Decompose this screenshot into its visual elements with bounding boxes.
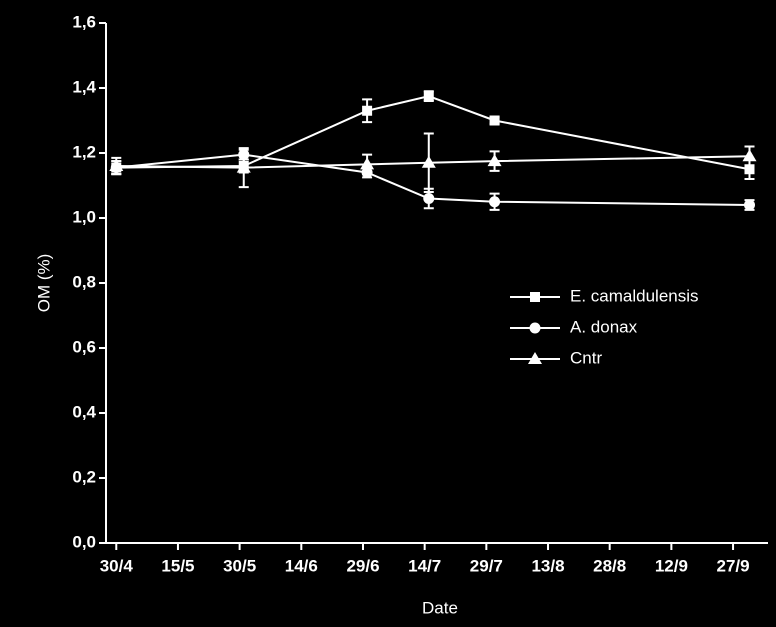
x-axis-title: Date	[422, 598, 458, 617]
data-point	[742, 149, 757, 162]
legend-marker	[528, 352, 542, 364]
data-point	[743, 199, 755, 211]
y-tick-label: 1,0	[72, 207, 96, 226]
y-tick-label: 1,4	[72, 77, 96, 96]
legend-marker	[529, 322, 541, 334]
y-tick-label: 1,6	[72, 12, 96, 31]
data-point	[423, 193, 435, 204]
x-tick-label: 30/4	[100, 556, 134, 575]
x-tick-label: 28/8	[593, 556, 626, 575]
x-tick-label: 29/7	[470, 556, 503, 575]
legend-marker	[530, 292, 540, 302]
data-point	[236, 160, 251, 173]
y-tick-label: 0,0	[72, 532, 96, 551]
x-tick-label: 14/6	[285, 556, 318, 575]
series-line	[116, 95, 750, 171]
y-tick-label: 1,2	[72, 142, 96, 161]
x-tick-label: 27/9	[717, 556, 750, 575]
data-point	[487, 154, 502, 167]
x-tick-label: 15/5	[161, 556, 194, 575]
y-tick-label: 0,2	[72, 467, 96, 486]
series-line	[116, 155, 750, 169]
series-line	[116, 153, 750, 206]
data-point	[489, 115, 500, 126]
x-tick-label: 13/8	[531, 556, 564, 575]
data-point	[421, 155, 436, 168]
x-tick-label: 30/5	[223, 556, 256, 575]
data-point	[360, 157, 375, 170]
data-point	[744, 164, 755, 175]
y-tick-label: 0,8	[72, 272, 96, 291]
data-point	[489, 196, 501, 208]
data-point	[423, 91, 434, 102]
x-tick-label: 14/7	[408, 556, 441, 575]
y-tick-label: 0,4	[72, 402, 96, 421]
data-point	[362, 105, 373, 116]
y-tick-label: 0,6	[72, 337, 96, 356]
legend-label: Cntr	[570, 348, 602, 367]
data-point	[109, 159, 124, 171]
x-tick-label: 12/9	[655, 556, 688, 575]
y-axis-title: OM (%)	[34, 254, 53, 313]
x-tick-label: 29/6	[346, 556, 379, 575]
legend-label: E. camaldulensis	[570, 286, 699, 305]
legend-label: A. donax	[570, 317, 638, 336]
